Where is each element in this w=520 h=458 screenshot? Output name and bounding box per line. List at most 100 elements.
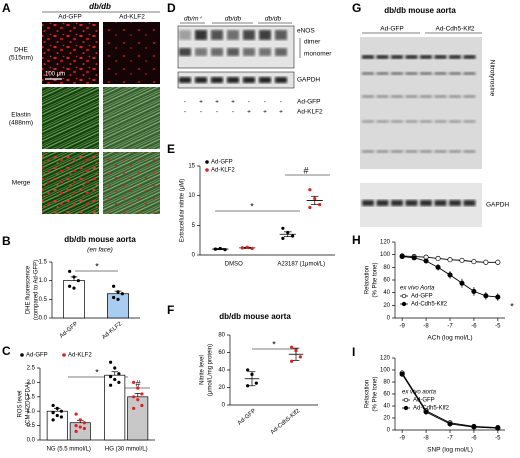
blot-band <box>362 120 374 123</box>
x-tick-label: -5 <box>495 436 501 442</box>
blot-band <box>449 120 461 123</box>
blot-band <box>449 150 461 153</box>
data-point <box>218 246 222 251</box>
micrograph <box>103 87 160 149</box>
sign: + <box>215 99 219 106</box>
blot-band <box>227 30 239 40</box>
blot-band <box>376 200 389 206</box>
data-point <box>72 275 76 279</box>
bar <box>104 374 126 441</box>
blot-band <box>405 120 418 123</box>
data-point <box>313 197 317 201</box>
blot-band <box>391 95 403 98</box>
y-tick-label: 10 <box>188 193 195 199</box>
y-tick-label: 100 <box>380 252 391 258</box>
blot-band <box>275 30 287 40</box>
group-label: db/m⁺ <box>184 16 202 23</box>
legend-marker <box>20 353 24 357</box>
annotation: * <box>95 367 99 377</box>
blot-band <box>275 77 287 83</box>
blot-label: GAPDH <box>297 77 320 84</box>
data-point <box>74 424 78 428</box>
y-tick-label: 60 <box>383 392 390 398</box>
annotation: * <box>272 339 276 349</box>
sign: - <box>184 99 186 106</box>
data-point <box>308 205 312 210</box>
blot-band <box>211 77 223 83</box>
blot-band <box>405 72 418 75</box>
data-point <box>109 383 113 387</box>
blot-band <box>179 77 191 83</box>
legend-label: Ad-KLF2 <box>68 353 92 359</box>
blot-band <box>391 150 403 153</box>
data-point <box>112 295 116 300</box>
bar <box>63 280 85 319</box>
panel-label: I <box>352 345 355 359</box>
y-tick-label: 0.5 <box>27 423 36 429</box>
panel-label: H <box>352 233 361 247</box>
annotation: * <box>510 301 514 311</box>
legend-marker <box>403 397 409 403</box>
data-point <box>495 259 501 265</box>
data-point <box>281 226 285 230</box>
panel-label: A <box>2 1 11 15</box>
blot-label: GAPDH <box>486 202 509 209</box>
annotation: # <box>135 378 140 388</box>
data-point <box>55 406 59 410</box>
legend-label: Ad-Cdh5-Klf2 <box>413 406 450 412</box>
blot-band <box>259 30 271 40</box>
row-label: Elastin <box>11 112 31 119</box>
blot-label: eNOS <box>297 28 315 35</box>
blot-label: dimer <box>304 39 321 46</box>
data-point <box>116 290 120 294</box>
row-label: Ad-GFP <box>297 99 320 106</box>
blot-band <box>376 120 389 123</box>
y-axis-label: (% Phe tone) <box>373 262 379 297</box>
y-tick-label: 1.0 <box>39 278 48 284</box>
column-label: Ad-KLF2 <box>119 14 145 21</box>
annotation: * <box>95 261 99 271</box>
data-point <box>68 269 72 273</box>
blot-band <box>243 30 255 40</box>
blot-band <box>376 150 389 153</box>
x-tick-label: -7 <box>447 436 453 442</box>
y-axis-label: (compared to Ad-GFP) <box>34 260 40 320</box>
sign: + <box>263 109 267 116</box>
blot-band <box>259 77 271 83</box>
data-point <box>423 258 429 264</box>
panel-label: D <box>167 1 176 15</box>
y-tick-label: 0 <box>387 316 391 322</box>
y-tick-label: 120 <box>380 356 391 362</box>
blot-band <box>376 72 389 75</box>
sign: + <box>247 109 251 116</box>
blot-band <box>362 200 374 206</box>
bar <box>107 293 129 319</box>
y-axis-label: Nitrite level <box>200 355 206 385</box>
blot-band <box>463 200 476 206</box>
data-point <box>78 418 82 422</box>
legend-marker <box>205 160 209 164</box>
blot-band <box>195 48 207 56</box>
data-point <box>483 259 489 265</box>
legend-label: Ad-KLF2 <box>211 168 235 174</box>
data-point <box>290 345 294 349</box>
y-tick-label: 1.5 <box>27 394 36 400</box>
blot-band <box>449 200 461 206</box>
y-axis-label: Relaxation <box>365 266 371 294</box>
data-point <box>223 248 227 252</box>
x-tick-label: -8 <box>423 324 429 330</box>
y-tick-label: 80 <box>218 333 225 339</box>
data-point <box>447 272 453 278</box>
data-point <box>246 384 250 388</box>
data-point <box>254 381 258 385</box>
y-axis-label: ROS level <box>18 390 24 417</box>
y-axis-label: DHE fluorescence <box>26 265 32 314</box>
group-label: Ad-Cdh5-Klf2 <box>435 26 474 33</box>
blot-band <box>449 55 461 59</box>
data-point <box>495 425 501 431</box>
blot-band <box>449 95 461 98</box>
row-label: DHE <box>14 47 28 54</box>
y-tick-label: 0.0 <box>27 438 36 444</box>
data-point <box>435 255 441 262</box>
data-point <box>483 293 489 299</box>
